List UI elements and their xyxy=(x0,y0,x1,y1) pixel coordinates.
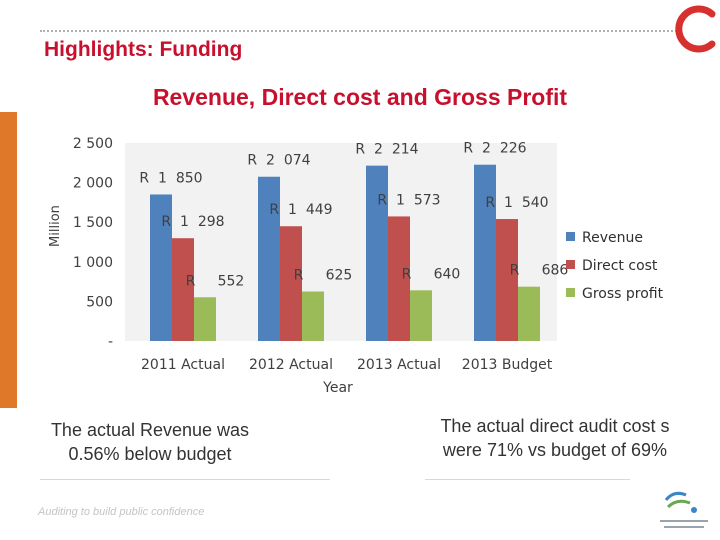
data-label: R 1 850 xyxy=(139,170,202,186)
y-tick-label: 500 xyxy=(86,294,113,310)
x-axis: 2011 Actual 2012 Actual 2013 Actual 2013 Bu… xyxy=(141,357,553,373)
bar-revenue xyxy=(150,194,172,341)
y-axis-label: Million xyxy=(48,205,63,247)
data-labels: R 1 850 R 1 298 R 552 R 2 074 R 1 449 R 625 R … xyxy=(139,141,568,290)
data-label: R 640 xyxy=(402,266,461,282)
bar-gross-profit xyxy=(518,286,540,341)
tagline: Auditing to build public confidence xyxy=(38,506,205,518)
legend-swatch xyxy=(566,232,575,241)
revenue-note: The actual Revenue was 0.56% below budge… xyxy=(50,420,250,464)
direct-cost-note: The actual direct audit cost s were 71% … xyxy=(440,416,670,460)
footer-rule-left xyxy=(40,479,330,480)
bar-direct-cost xyxy=(496,219,518,341)
x-tick-label: 2013 Actual xyxy=(357,357,441,373)
chart-title: Revenue, Direct cost and Gross Profit xyxy=(152,84,568,110)
auditor-general-south-africa-logo-icon xyxy=(660,491,708,528)
data-label: R 1 449 xyxy=(269,202,332,218)
bar-gross-profit xyxy=(194,297,216,341)
y-tick-label: 2 500 xyxy=(73,136,113,152)
legend-label: Gross profit xyxy=(582,286,664,302)
header-dotted-divider xyxy=(40,30,680,32)
red-c-logo-icon xyxy=(675,5,716,53)
x-tick-label: 2012 Actual xyxy=(249,357,333,373)
bar-direct-cost xyxy=(280,226,302,341)
legend-label: Direct cost xyxy=(582,258,658,274)
bar-direct-cost xyxy=(388,216,410,341)
bars xyxy=(150,164,540,341)
data-label: R 1 573 xyxy=(377,192,440,208)
y-tick-label: 1 000 xyxy=(73,255,113,271)
y-tick-label: 1 500 xyxy=(73,215,113,231)
x-tick-label: 2011 Actual xyxy=(141,357,225,373)
y-tick-label: - xyxy=(108,334,113,350)
data-label: R 625 xyxy=(294,268,353,284)
data-label: R 2 226 xyxy=(463,141,526,157)
bar-gross-profit xyxy=(410,290,432,341)
bar-gross-profit xyxy=(302,291,324,341)
data-label: R 2 074 xyxy=(247,153,310,169)
legend: Revenue Direct cost Gross profit xyxy=(566,230,664,302)
accent-side-bar xyxy=(0,112,17,408)
y-tick-label: 2 000 xyxy=(73,176,113,192)
bar-revenue xyxy=(258,176,280,341)
legend-swatch xyxy=(566,288,575,297)
bar-direct-cost xyxy=(172,238,194,341)
x-tick-label: 2013 Budget xyxy=(462,357,553,373)
y-axis: - 500 1 000 1 500 2 000 2 500 xyxy=(73,136,113,350)
data-label: R 1 298 xyxy=(161,214,224,230)
x-axis-label: Year xyxy=(322,380,353,396)
data-label: R 686 xyxy=(510,263,569,279)
footer-rule-right xyxy=(425,479,630,480)
data-label: R 2 214 xyxy=(355,142,418,158)
slide-title: Highlights: Funding xyxy=(44,38,243,61)
bar-revenue xyxy=(366,165,388,341)
bar-revenue xyxy=(474,164,496,341)
data-label: R 552 xyxy=(186,273,245,289)
legend-swatch xyxy=(566,260,575,269)
data-label: R 1 540 xyxy=(485,195,548,211)
legend-label: Revenue xyxy=(582,230,643,246)
